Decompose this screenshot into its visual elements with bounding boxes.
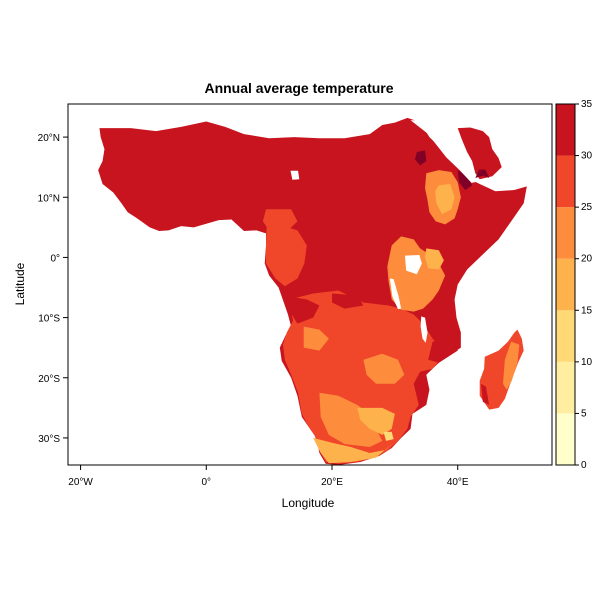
x-axis-label: Longitude [282, 496, 335, 510]
mozambique-coast-hot [428, 338, 458, 363]
color-key-swatch [556, 413, 575, 465]
y-tick-label: 10°N [38, 193, 60, 204]
y-tick-label: 20°N [38, 133, 60, 144]
sudan-hot-spot [414, 150, 427, 166]
x-tick-label: 20°E [321, 477, 343, 488]
y-tick-label: 30°S [38, 434, 60, 445]
plot-frame [67, 103, 553, 466]
color-key-label: 35 [581, 99, 593, 110]
kalahari-cool [319, 392, 383, 447]
color-key-label: 10 [581, 357, 593, 368]
x-tick-label: 20°W [68, 477, 93, 488]
arabia-hot-zone [475, 169, 490, 179]
afar-hot-spot [457, 170, 473, 191]
lake-chad [290, 170, 300, 180]
plot-border [67, 103, 553, 466]
color-key-label: 15 [581, 305, 593, 316]
cameroon-highland-zone [262, 209, 298, 231]
color-key-swatch [556, 104, 575, 156]
color-key-swatch [556, 310, 575, 362]
color-key-swatch [556, 361, 575, 414]
color-key-label: 20 [581, 254, 593, 265]
lake-victoria [404, 255, 422, 275]
arabia-landmass [457, 127, 502, 180]
cape-region-cool [313, 437, 392, 464]
highveld-cool [357, 407, 395, 435]
chart-title: Annual average temperature [204, 80, 393, 96]
color-key-label: 25 [581, 202, 593, 213]
y-axis-label: Latitude [13, 262, 27, 305]
x-tick-label: 0° [202, 477, 212, 488]
kenyan-highlands [425, 248, 444, 270]
color-key-swatch [556, 207, 575, 259]
color-key-swatch [556, 258, 575, 311]
y-tick-label: 20°S [38, 374, 60, 385]
gulf-notch [190, 227, 204, 236]
y-axis: 20°N 10°N 0° 10°S 20°S 30°S [38, 133, 68, 445]
y-tick-label: 10°S [38, 314, 60, 325]
x-tick-label: 40°E [447, 477, 469, 488]
africa-landmass [98, 117, 527, 466]
lesotho-cold [383, 431, 394, 441]
angola-plateau [303, 326, 329, 351]
lake-malawi [420, 316, 428, 343]
y-tick-label: 0° [50, 253, 60, 264]
madagascar-west-hot [480, 383, 490, 405]
color-key-swatch [556, 155, 575, 208]
color-key-label: 0 [581, 460, 587, 471]
lake-tanganyika [389, 278, 402, 310]
red-sea [410, 120, 478, 183]
angola-coastal-hot [289, 296, 320, 324]
temperature-raster [98, 117, 527, 466]
x-axis: 20°W 0° 20°E 40°E [68, 465, 469, 488]
ethiopian-plateau-cool [435, 184, 455, 215]
madagascar-highlands [502, 341, 520, 390]
color-key-label: 5 [581, 408, 587, 419]
kasai-hot [332, 293, 364, 309]
gabon-zone [266, 225, 307, 287]
zimbabwe-plateau [363, 353, 405, 384]
color-key: 0 5 10 15 20 25 30 35 [555, 99, 593, 471]
color-key-border [555, 103, 576, 466]
color-key-label: 30 [581, 151, 593, 162]
